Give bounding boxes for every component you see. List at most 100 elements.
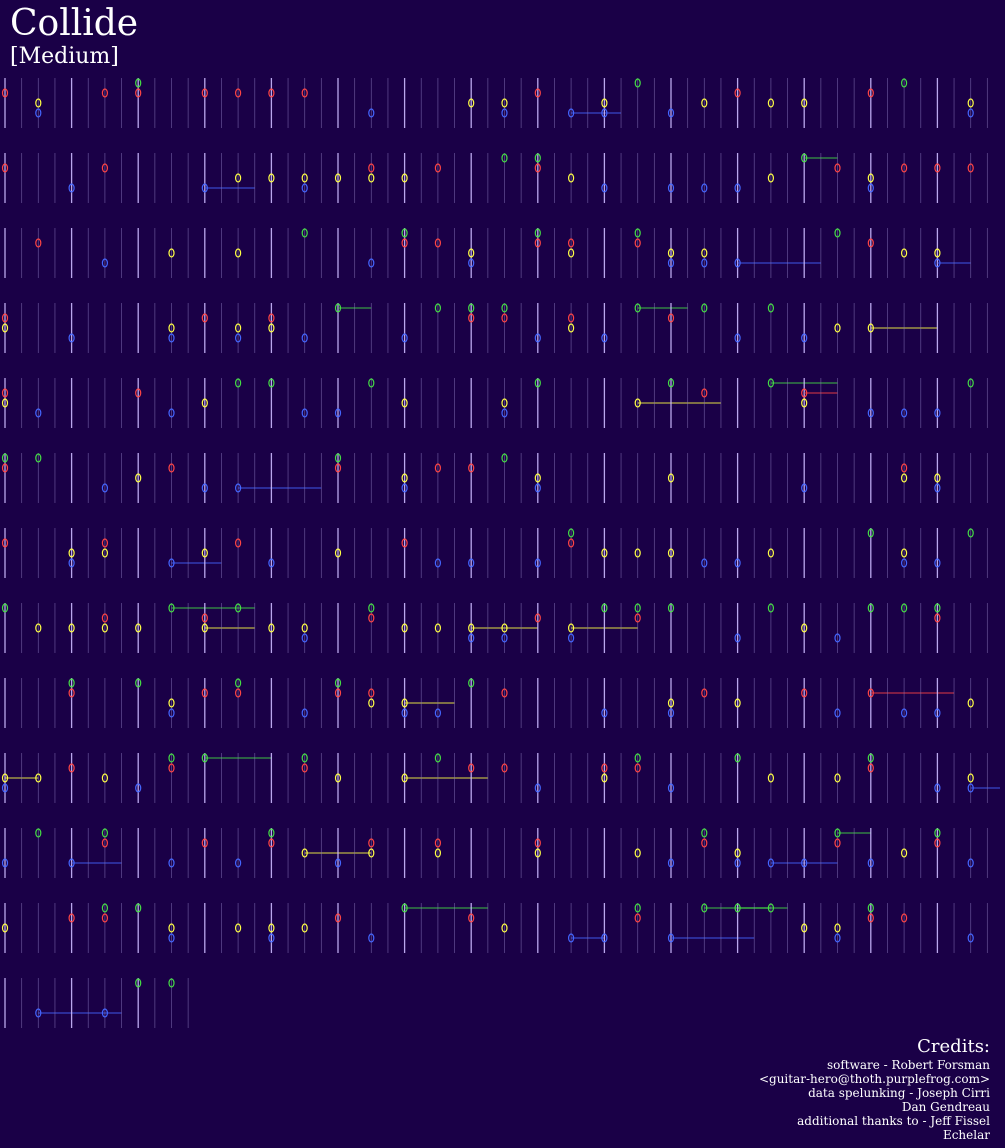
note [501,153,508,163]
note [334,858,342,868]
note [35,408,42,418]
note [900,548,908,558]
note [68,678,75,688]
note [1,858,9,868]
note [734,858,741,868]
note [701,903,708,913]
note [268,558,275,568]
note [501,923,508,933]
note [401,698,408,708]
note [501,408,508,418]
note [867,528,874,538]
note [900,558,908,568]
note [235,603,242,613]
note [68,558,75,568]
note [401,538,408,548]
note [534,333,541,343]
note [101,903,109,913]
note [734,848,741,858]
note [634,603,641,613]
note [1,453,9,463]
note [101,548,109,558]
note [1,923,9,933]
note [368,258,375,268]
note [434,163,441,173]
note [834,773,841,783]
note [567,528,575,538]
note [601,773,608,783]
note [667,258,675,268]
note [567,238,575,248]
note [900,708,908,718]
note [68,183,75,193]
note [368,378,375,388]
note [501,313,508,323]
note [135,88,142,98]
note [734,333,741,343]
note [168,603,175,613]
note [801,98,808,108]
note [368,163,375,173]
note [801,623,808,633]
note [601,708,608,718]
note [401,228,408,238]
note [801,398,808,408]
note [634,398,641,408]
note [967,98,974,108]
note [601,98,608,108]
note [301,633,308,643]
note [334,453,342,463]
note [501,763,508,773]
note [268,933,275,943]
note [867,763,874,773]
note [501,688,508,698]
note [268,838,275,848]
note [168,408,175,418]
note [235,173,242,183]
note [534,848,541,858]
note [401,708,408,718]
note [168,558,175,568]
note [434,558,441,568]
note [201,838,208,848]
note [567,108,575,118]
note [434,838,441,848]
note [801,923,808,933]
note [235,678,242,688]
note [501,633,508,643]
note [934,473,941,483]
note [168,248,175,258]
note [801,388,808,398]
note [501,98,508,108]
note [534,153,541,163]
note [268,378,275,388]
note [468,763,475,773]
note [301,333,308,343]
note [934,558,941,568]
note [35,773,42,783]
note [368,698,375,708]
credit-line: Echelar [942,1128,990,1142]
note [235,538,242,548]
note [867,903,874,913]
note [168,708,175,718]
note [401,173,408,183]
note [967,773,974,783]
note [934,838,941,848]
note [101,1008,109,1018]
note [101,258,109,268]
note [834,633,841,643]
note [35,108,42,118]
note [767,773,775,783]
note [967,698,974,708]
note [667,698,675,708]
note [900,848,908,858]
note [534,163,541,173]
note [667,313,675,323]
note [268,313,275,323]
note [734,633,741,643]
note [235,248,242,258]
note [1,313,9,323]
note [667,933,675,943]
